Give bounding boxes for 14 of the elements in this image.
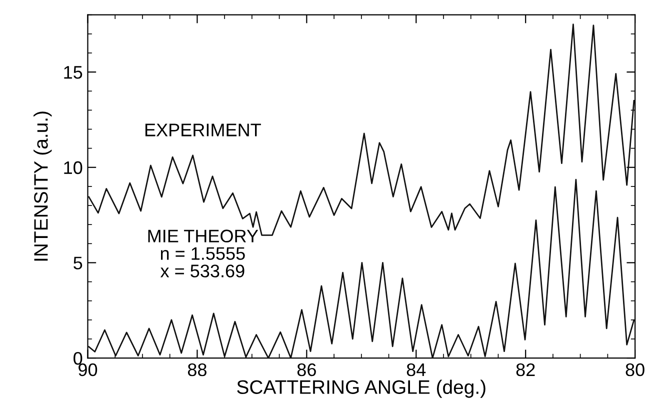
- x-tick-label: 86: [297, 363, 316, 376]
- annotation: MIE THEORY n = 1.5555 x = 533.69: [148, 230, 258, 278]
- y-tick-label: 0: [74, 352, 82, 365]
- annotation: EXPERIMENT: [145, 124, 261, 136]
- x-tick-label: 82: [516, 363, 535, 376]
- x-tick-label: 88: [188, 363, 206, 376]
- y-tick-label: 15: [64, 66, 82, 79]
- y-tick-label: 10: [64, 161, 82, 174]
- x-tick-label: 90: [78, 363, 98, 376]
- x-tick-label: 84: [406, 363, 426, 376]
- x-tick-label: 80: [626, 363, 644, 376]
- y-axis-title: INTENSITY (a.u.): [34, 112, 52, 261]
- x-axis-title: SCATTERING ANGLE (deg.): [237, 380, 486, 398]
- y-tick-label: 5: [74, 256, 82, 270]
